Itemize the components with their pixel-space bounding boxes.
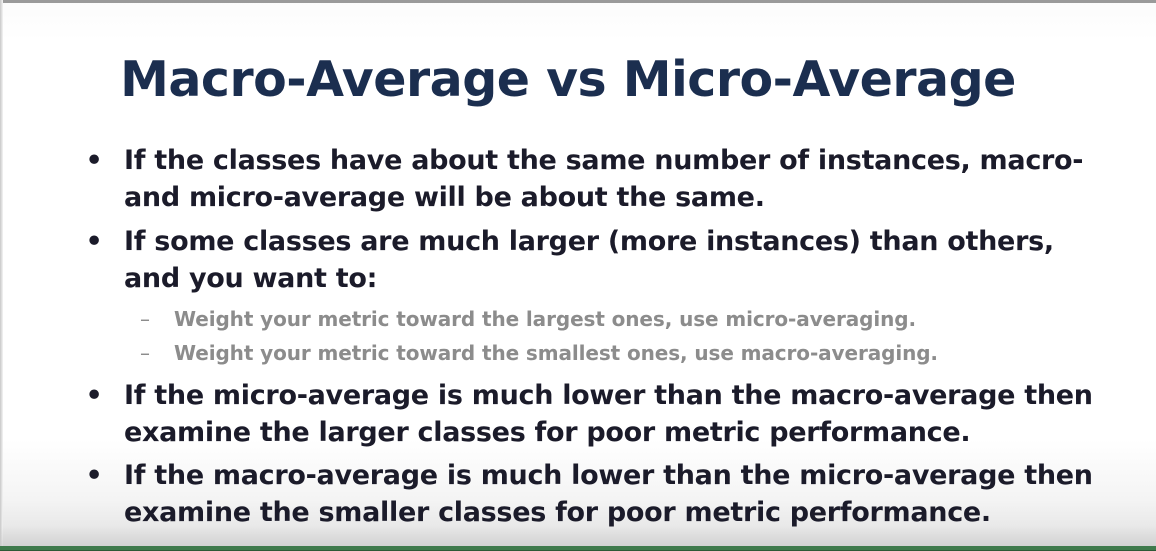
bullet-text-line: examine the larger classes for poor metr…: [124, 417, 971, 448]
bottom-accent-bar: [0, 546, 1156, 550]
bullet-marker: •: [85, 226, 103, 257]
bullet-text-line: and micro-average will be about the same…: [124, 182, 765, 213]
bullet-text-line: If the micro-average is much lower than …: [124, 380, 1093, 411]
frame-top-border: [0, 0, 1156, 3]
sub-bullet-marker: –: [140, 341, 150, 365]
frame-left-border: [0, 0, 3, 551]
bullet-text-line: examine the smaller classes for poor met…: [124, 497, 991, 528]
bullet-item: • If the macro-average is much lower tha…: [86, 457, 1093, 531]
sub-bullet-text: Weight your metric toward the smallest o…: [174, 341, 938, 365]
sub-bullet-marker: –: [140, 307, 150, 331]
bullet-item: • If the micro-average is much lower tha…: [86, 377, 1093, 451]
slide-title: Macro-Average vs Micro-Average: [120, 51, 1016, 108]
bullet-marker: •: [85, 145, 103, 176]
bullet-item: • If the classes have about the same num…: [86, 142, 1084, 216]
bullet-marker: •: [85, 380, 103, 411]
bullet-text-line: and you want to:: [124, 263, 378, 294]
bullet-text-line: If the classes have about the same numbe…: [124, 145, 1084, 176]
sub-bullet-item: – Weight your metric toward the largest …: [140, 301, 916, 338]
bullet-text-line: If some classes are much larger (more in…: [124, 226, 1054, 257]
bullet-marker: •: [85, 460, 103, 491]
bullet-item: • If some classes are much larger (more …: [86, 223, 1055, 297]
sub-bullet-item: – Weight your metric toward the smallest…: [140, 335, 938, 372]
bullet-text-line: If the macro-average is much lower than …: [124, 460, 1093, 491]
sub-bullet-text: Weight your metric toward the largest on…: [174, 307, 916, 331]
